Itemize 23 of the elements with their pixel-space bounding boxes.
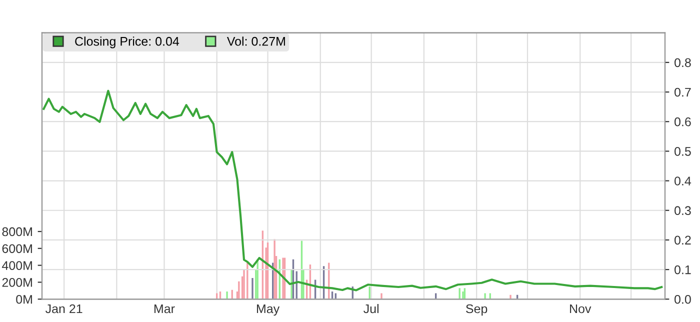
y2-tick-label: 0.6 [674, 117, 691, 126]
x-tick-label: Sep [466, 304, 488, 316]
y2-tick-label: 0.3 [674, 206, 691, 216]
y2-tick-label: 0.4 [674, 176, 692, 186]
x-tick-label: Mar [154, 304, 175, 314]
x-tick-label: Jul [364, 304, 378, 314]
y2-tick-label: 0.8 [674, 58, 691, 68]
y-tick-label: 800M [2, 227, 32, 236]
line-series [42, 90, 663, 292]
y2-tick-label: 0.7 [674, 88, 691, 97]
x-tick-label: May [256, 304, 280, 316]
y-tick-label: 400M [2, 261, 32, 270]
y-tick-label: 600M [2, 244, 32, 254]
y2-tick-label: 0.1 [674, 265, 691, 274]
y2-tick-label: 0.5 [674, 147, 691, 156]
legend-label: Closing Price: 0.04 [75, 36, 180, 48]
y2-tick-label: 0.2 [674, 236, 691, 245]
legend-label: Vol: 0.27M [226, 36, 285, 46]
y-tick-label: 0M [16, 294, 32, 304]
y2-tick-label: 0.0 [674, 294, 691, 304]
x-tick-label: Nov [570, 304, 592, 314]
x-tick-label: Jan 21 [46, 304, 82, 314]
y-tick-label: 200M [2, 278, 32, 287]
